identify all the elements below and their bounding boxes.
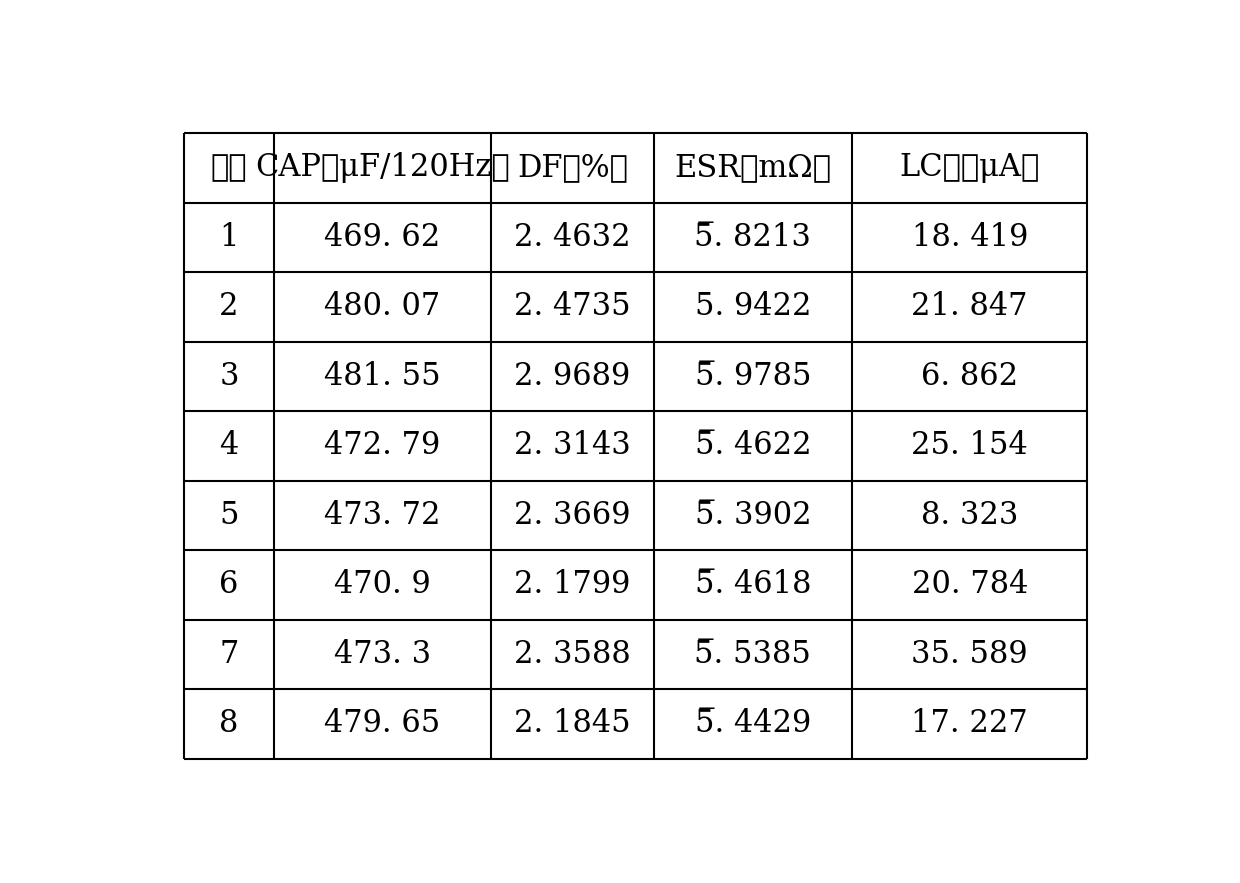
Text: 5̅. 4618: 5̅. 4618 — [694, 570, 811, 600]
Text: 2. 4735: 2. 4735 — [513, 291, 631, 322]
Text: CAP（μF/120Hz）: CAP（μF/120Hz） — [255, 153, 510, 184]
Text: 469. 62: 469. 62 — [325, 222, 440, 253]
Text: 5̅. 4429: 5̅. 4429 — [694, 708, 811, 739]
Text: LC　（μA）: LC （μA） — [899, 153, 1040, 184]
Text: 35. 589: 35. 589 — [911, 639, 1028, 670]
Text: 473. 3: 473. 3 — [334, 639, 432, 670]
Text: 5̅. 5385: 5̅. 5385 — [694, 639, 811, 670]
Text: 5. 9422: 5. 9422 — [694, 291, 811, 322]
Text: DF（%）: DF（%） — [517, 153, 627, 184]
Text: 2. 1799: 2. 1799 — [515, 570, 630, 600]
Text: 21. 847: 21. 847 — [911, 291, 1028, 322]
Text: 5̅. 3902: 5̅. 3902 — [694, 500, 811, 531]
Text: 序号: 序号 — [211, 153, 247, 184]
Text: 5̅. 8213: 5̅. 8213 — [694, 222, 811, 253]
Text: 5̅. 9785: 5̅. 9785 — [694, 361, 811, 392]
Text: 6. 862: 6. 862 — [921, 361, 1018, 392]
Text: 4: 4 — [219, 430, 238, 462]
Text: 6: 6 — [219, 570, 238, 600]
Text: 2. 1845: 2. 1845 — [513, 708, 631, 739]
Text: 8. 323: 8. 323 — [921, 500, 1018, 531]
Text: 2. 3588: 2. 3588 — [513, 639, 631, 670]
Text: 25. 154: 25. 154 — [911, 430, 1028, 462]
Text: 2. 3669: 2. 3669 — [515, 500, 630, 531]
Text: 481. 55: 481. 55 — [324, 361, 441, 392]
Text: 480. 07: 480. 07 — [325, 291, 440, 322]
Text: 7: 7 — [219, 639, 238, 670]
Text: 470. 9: 470. 9 — [335, 570, 432, 600]
Text: 3: 3 — [219, 361, 239, 392]
Text: 2: 2 — [219, 291, 239, 322]
Text: 5: 5 — [219, 500, 239, 531]
Text: 5̅. 4622: 5̅. 4622 — [694, 430, 811, 462]
Text: 2. 4632: 2. 4632 — [513, 222, 631, 253]
Text: 472. 79: 472. 79 — [325, 430, 440, 462]
Text: 17. 227: 17. 227 — [911, 708, 1028, 739]
Text: 8: 8 — [219, 708, 238, 739]
Text: 2. 9689: 2. 9689 — [515, 361, 630, 392]
Text: 479. 65: 479. 65 — [325, 708, 440, 739]
Text: 2. 3143: 2. 3143 — [513, 430, 631, 462]
Text: 18. 419: 18. 419 — [911, 222, 1028, 253]
Text: 1: 1 — [219, 222, 239, 253]
Text: 20. 784: 20. 784 — [911, 570, 1028, 600]
Text: ESR（mΩ）: ESR（mΩ） — [675, 153, 832, 184]
Text: 473. 72: 473. 72 — [325, 500, 440, 531]
